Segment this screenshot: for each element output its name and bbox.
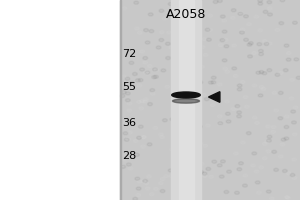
Bar [120,0,300,200]
Polygon shape [208,92,220,102]
Text: 36: 36 [122,118,136,128]
Text: 72: 72 [122,49,136,59]
Ellipse shape [172,92,200,98]
Bar [178,0,194,200]
Bar [120,0,121,200]
Bar [171,0,201,200]
Text: 55: 55 [122,82,136,92]
Text: 28: 28 [122,151,136,161]
Ellipse shape [172,99,200,103]
Text: A2058: A2058 [166,7,206,21]
